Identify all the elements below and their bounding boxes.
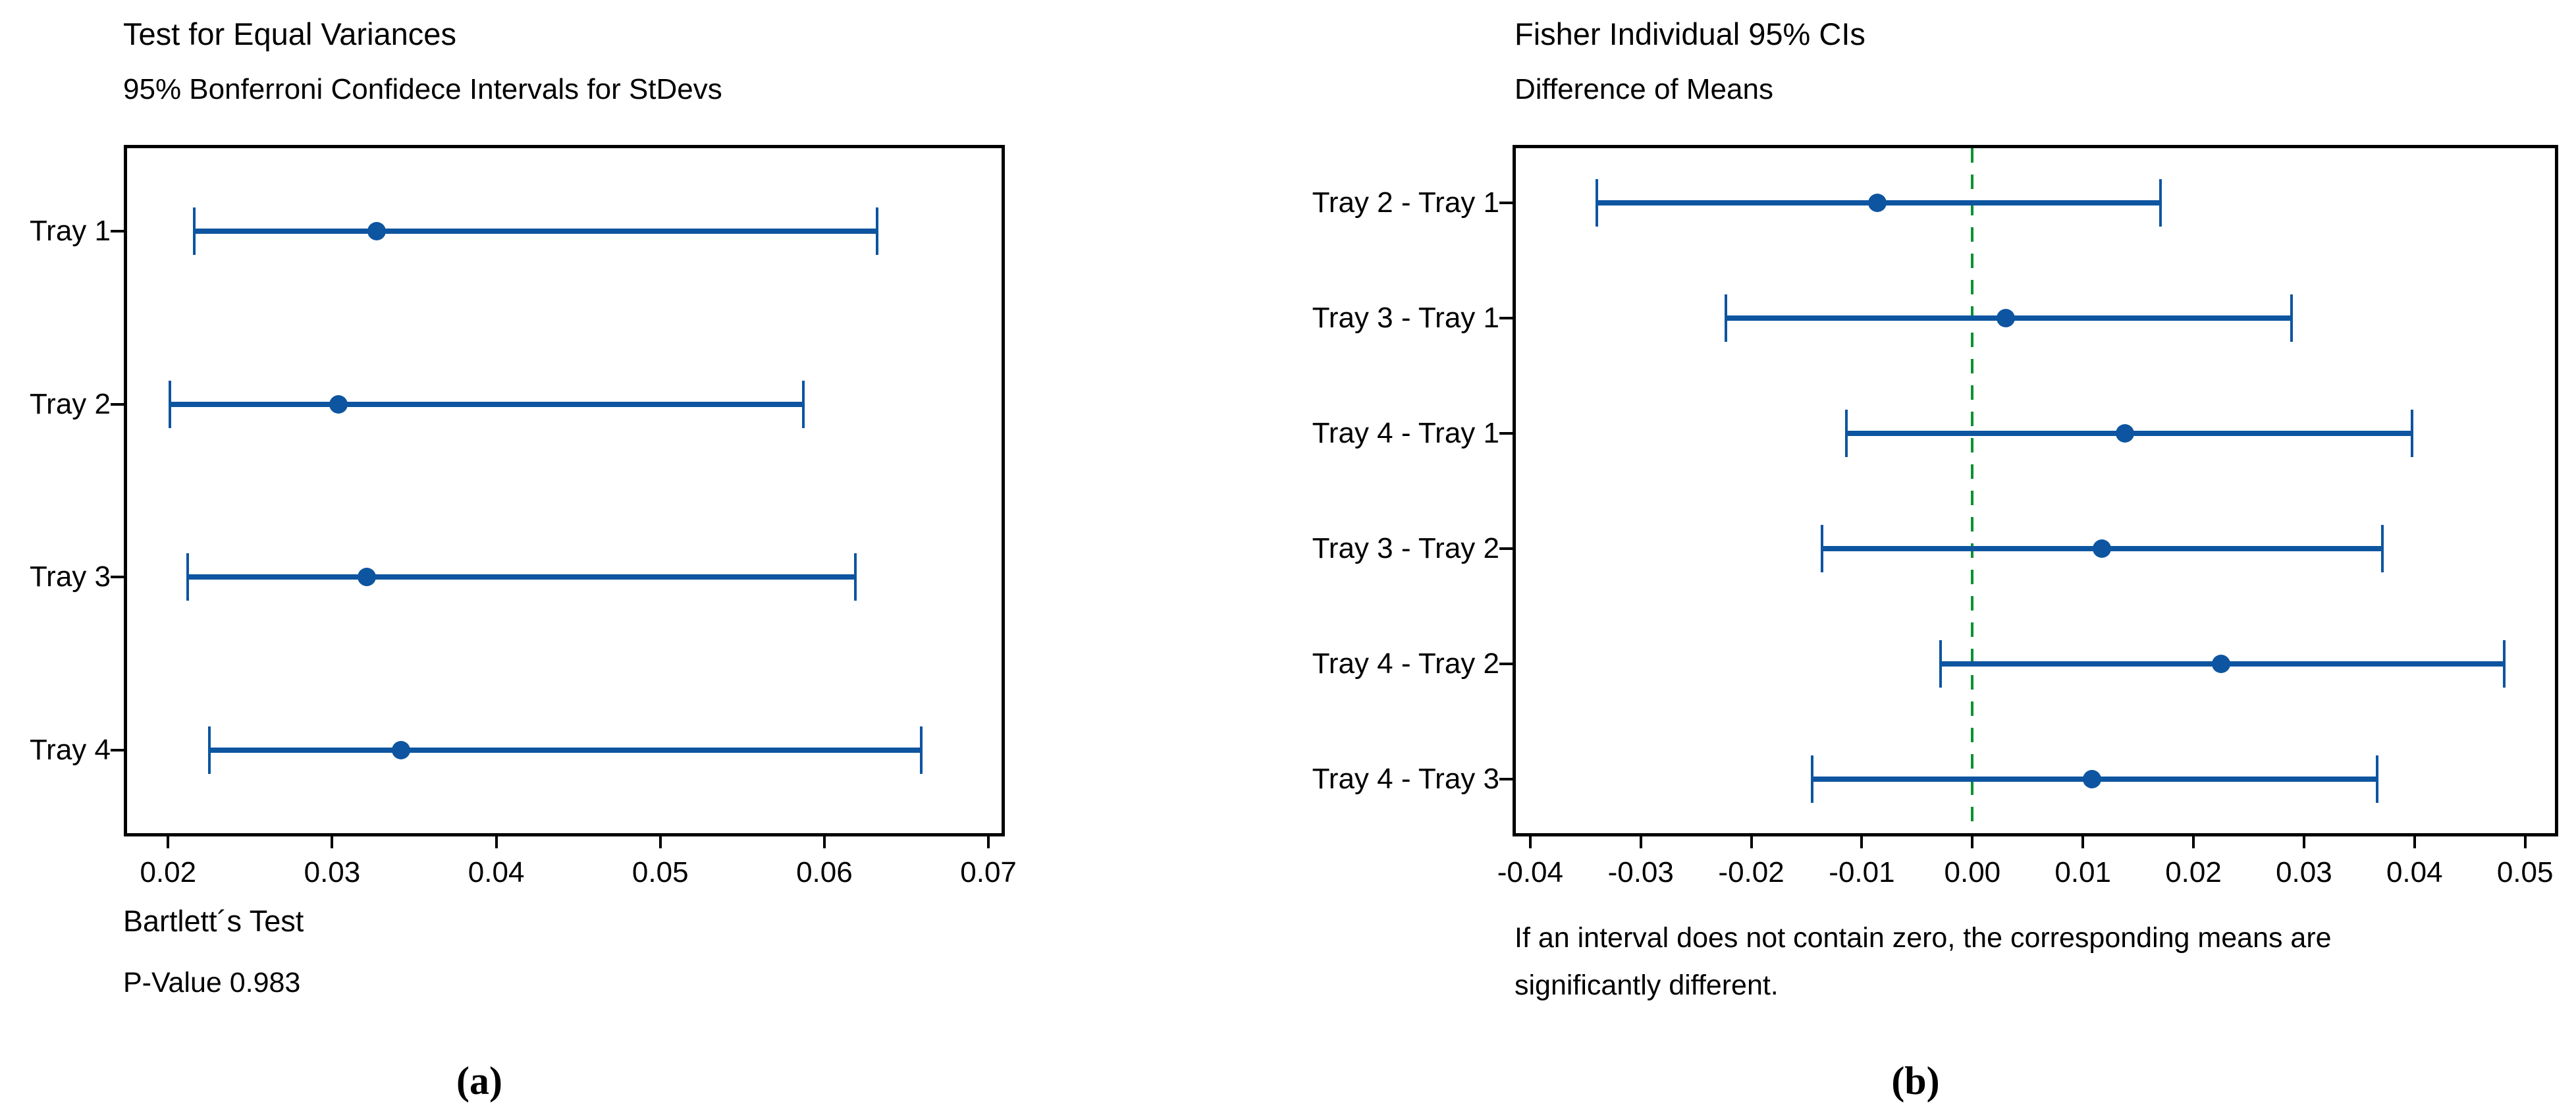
x-tick-mark [1639,836,1642,848]
y-category-label: Tray 4 - Tray 2 [1312,647,1499,680]
x-tick-label: -0.01 [1829,856,1895,888]
x-tick-mark [1528,836,1532,848]
y-category-label: Tray 2 [29,387,111,420]
x-tick-mark [2192,836,2195,848]
x-tick-label: -0.02 [1718,856,1784,888]
x-tick-label: 0.05 [2496,856,2554,888]
y-category-label: Tray 4 [29,733,111,766]
chart-b-subtitle: Difference of Means [1515,73,1773,105]
chart-a-subtitle: 95% Bonferroni Confidece Intervals for S… [123,73,722,105]
y-tick-mark [111,748,124,751]
chart-b-plot-area [1513,145,2558,836]
x-tick-mark [331,836,334,848]
y-category-label: Tray 3 - Tray 2 [1312,532,1499,564]
y-tick-mark [111,230,124,233]
chart-a-plot-area [124,145,1005,836]
x-tick-mark [167,836,170,848]
x-tick-label: -0.04 [1497,856,1563,888]
x-tick-mark [1750,836,1753,848]
x-tick-mark [495,836,498,848]
x-tick-label: 0.05 [631,856,689,888]
chart-b-footnote-line2: significantly different. [1515,969,1779,1001]
chart-b-footnote-line1: If an interval does not contain zero, th… [1515,922,2332,954]
chart-a-bartlett-test-label: Bartlett´s Test [123,904,304,938]
y-category-label: Tray 4 - Tray 3 [1312,762,1499,795]
y-tick-mark [1499,547,1513,550]
y-category-label: Tray 3 [29,560,111,593]
x-tick-label: 0.04 [2386,856,2443,888]
x-tick-label: 0.02 [2165,856,2222,888]
x-tick-label: 0.01 [2054,856,2111,888]
y-category-label: Tray 2 - Tray 1 [1312,186,1499,219]
x-tick-mark [1971,836,1974,848]
chart-a-p-value-label: P-Value 0.983 [123,967,301,998]
x-tick-mark [658,836,662,848]
x-tick-label: 0.07 [960,856,1017,888]
y-tick-mark [111,402,124,406]
y-tick-mark [1499,777,1513,780]
y-category-label: Tray 3 - Tray 1 [1312,301,1499,334]
y-tick-mark [1499,316,1513,319]
chart-a-title: Test for Equal Variances [123,16,456,51]
x-tick-label: 0.02 [140,856,197,888]
x-tick-mark [2302,836,2305,848]
x-tick-mark [2081,836,2085,848]
y-tick-mark [111,576,124,579]
panel-b-caption: (b) [1891,1059,1940,1103]
x-tick-label: 0.03 [2276,856,2332,888]
x-tick-mark [1860,836,1864,848]
x-tick-label: 0.03 [304,856,361,888]
x-tick-label: 0.06 [796,856,853,888]
x-tick-mark [2413,836,2416,848]
y-tick-mark [1499,431,1513,435]
x-tick-mark [987,836,990,848]
x-tick-mark [822,836,826,848]
y-category-label: Tray 1 [29,215,111,248]
x-tick-label: 0.04 [468,856,525,888]
y-tick-mark [1499,662,1513,665]
x-tick-label: -0.03 [1607,856,1674,888]
y-category-label: Tray 4 - Tray 1 [1312,416,1499,449]
chart-b-title: Fisher Individual 95% CIs [1515,16,1865,51]
y-tick-mark [1499,201,1513,204]
panel-a-caption: (a) [456,1059,502,1103]
x-tick-label: 0.00 [1944,856,2001,888]
x-tick-mark [2523,836,2527,848]
